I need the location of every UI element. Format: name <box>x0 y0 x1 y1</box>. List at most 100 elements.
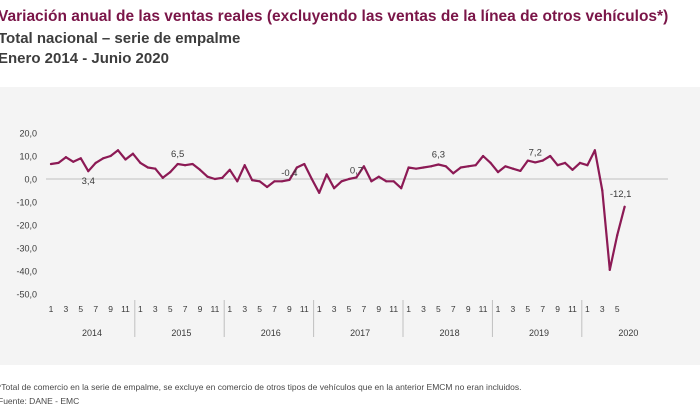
data-point <box>191 162 194 166</box>
data-point <box>72 160 75 163</box>
data-point <box>295 166 298 169</box>
data-point <box>593 149 596 152</box>
data-point <box>325 173 328 176</box>
x-year-label: 2019 <box>529 328 549 338</box>
x-tick-label-month: 3 <box>332 304 337 314</box>
data-point <box>482 154 485 158</box>
data-point <box>563 161 567 164</box>
x-tick-label-month: 1 <box>496 304 501 314</box>
data-point <box>213 177 216 181</box>
x-tick-label-month: 1 <box>406 304 411 314</box>
data-point <box>519 169 522 173</box>
y-tick-label: -50,0 <box>16 290 37 300</box>
data-point <box>57 161 60 164</box>
data-point <box>265 185 269 189</box>
data-point <box>221 176 224 179</box>
x-tick-label-month: 7 <box>93 304 98 314</box>
data-point <box>616 234 619 237</box>
x-tick-label-month: 9 <box>198 304 203 314</box>
data-point <box>131 152 135 155</box>
line-chart: 20,010,00,0-10,0-20,0-30,0-40,0-50,01 3 5 7… <box>16 129 668 338</box>
data-point <box>474 164 477 167</box>
x-year-label: 2015 <box>171 328 191 338</box>
x-tick-label-month: 1 <box>49 304 54 314</box>
x-tick-label-month: 3 <box>153 304 158 314</box>
data-point <box>161 176 164 179</box>
x-tick-label-month: 9 <box>466 304 471 314</box>
x-tick-label-month: 7 <box>451 304 456 314</box>
footnote: *Total de comercio en la serie de empalm… <box>0 382 522 392</box>
x-tick-label-month: 5 <box>347 304 352 314</box>
x-tick-label-month: 3 <box>242 304 247 314</box>
data-point <box>139 161 142 164</box>
data-point <box>541 159 544 162</box>
data-point <box>549 154 552 158</box>
data-point <box>489 161 492 164</box>
data-label: -0,4 <box>281 168 297 179</box>
data-point <box>362 165 365 168</box>
x-tick-label-month: 5 <box>436 304 441 314</box>
data-point <box>467 165 470 168</box>
x-year-label: 2014 <box>82 328 102 338</box>
data-point <box>228 168 231 171</box>
data-point <box>414 167 418 170</box>
x-tick-label-month: 5 <box>168 304 173 314</box>
data-point <box>452 172 455 175</box>
data-point <box>79 157 82 160</box>
x-tick-label-month: 5 <box>78 304 83 314</box>
data-point <box>578 161 582 164</box>
data-point <box>116 149 120 152</box>
x-tick-label-month: 1 <box>585 304 590 314</box>
data-label: 6,3 <box>432 150 445 161</box>
x-tick-label-month: 9 <box>555 304 560 314</box>
y-tick-label: 0,0 <box>24 175 37 185</box>
x-tick-label-month: 3 <box>64 304 69 314</box>
data-point <box>303 162 306 166</box>
x-tick-label-month: 11 <box>121 304 130 314</box>
x-tick-label-month: 11 <box>568 304 577 314</box>
x-tick-label-month: 11 <box>389 304 398 314</box>
x-tick-label-month: 7 <box>183 304 188 314</box>
x-tick-label-month: 7 <box>362 304 367 314</box>
y-tick-label: -20,0 <box>16 221 37 231</box>
x-tick-label-month: 1 <box>317 304 322 314</box>
x-tick-label-month: 9 <box>108 304 113 314</box>
data-point <box>124 158 127 161</box>
x-tick-label-month: 7 <box>540 304 545 314</box>
data-label: 3,4 <box>82 176 95 187</box>
x-tick-label-month: 9 <box>376 304 381 314</box>
data-point <box>444 165 447 168</box>
data-point <box>206 175 209 178</box>
data-point <box>623 205 626 208</box>
chart-panel: 20,0 10,0 0,0 -10,0 -20,0 -30,0 -40,0 -50,0 1 3 5 7… <box>0 87 700 365</box>
data-point <box>102 157 105 160</box>
x-year-label: 2016 <box>261 328 281 338</box>
data-label: 7,2 <box>529 147 542 158</box>
data-point <box>556 164 559 167</box>
data-label: -12,1 <box>610 189 632 200</box>
data-point <box>273 180 276 183</box>
x-tick-label-month: 3 <box>600 304 605 314</box>
x-tick-label-month: 11 <box>300 304 309 314</box>
x-tick-label-month: 5 <box>525 304 530 314</box>
data-point <box>109 154 112 158</box>
x-tick-label-month: 5 <box>615 304 620 314</box>
data-point <box>169 171 172 174</box>
data-point <box>310 177 313 181</box>
data-point <box>288 178 291 182</box>
data-point <box>385 180 388 183</box>
data-point <box>94 161 97 164</box>
data-point <box>146 166 149 169</box>
data-point <box>511 167 514 170</box>
data-point <box>496 171 500 174</box>
y-tick-label: -10,0 <box>16 198 37 208</box>
x-year-label: 2020 <box>618 328 638 338</box>
data-point <box>429 165 433 168</box>
data-point <box>571 168 574 171</box>
data-point <box>184 164 187 167</box>
data-point <box>504 165 507 168</box>
data-point <box>176 162 179 166</box>
data-point <box>355 176 358 179</box>
y-tick-label: 20,0 <box>19 129 37 139</box>
data-point <box>333 187 336 190</box>
